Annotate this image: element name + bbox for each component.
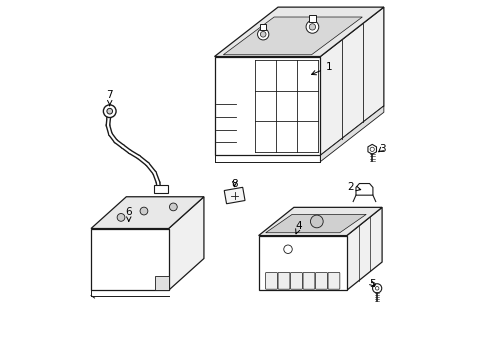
Circle shape <box>310 215 323 228</box>
FancyBboxPatch shape <box>308 15 315 22</box>
Circle shape <box>117 213 124 221</box>
Polygon shape <box>91 197 203 229</box>
FancyBboxPatch shape <box>315 273 326 289</box>
Circle shape <box>369 147 374 152</box>
Polygon shape <box>214 57 320 155</box>
Polygon shape <box>223 17 362 55</box>
Polygon shape <box>367 144 376 154</box>
Polygon shape <box>265 215 366 233</box>
Polygon shape <box>214 7 383 57</box>
Polygon shape <box>154 276 168 290</box>
Circle shape <box>283 245 292 253</box>
Polygon shape <box>224 187 244 204</box>
Circle shape <box>308 24 315 30</box>
Polygon shape <box>355 184 372 195</box>
Circle shape <box>140 207 147 215</box>
FancyBboxPatch shape <box>327 273 339 289</box>
Polygon shape <box>258 235 346 290</box>
Text: 2: 2 <box>346 182 360 192</box>
Circle shape <box>103 105 116 118</box>
FancyBboxPatch shape <box>260 24 265 30</box>
Circle shape <box>169 203 177 211</box>
Polygon shape <box>346 207 381 290</box>
Circle shape <box>257 29 268 40</box>
Polygon shape <box>320 7 383 155</box>
Circle shape <box>372 284 381 293</box>
Text: 6: 6 <box>125 207 132 221</box>
Polygon shape <box>91 229 168 290</box>
Polygon shape <box>258 207 381 235</box>
Circle shape <box>260 31 265 37</box>
Text: 5: 5 <box>368 279 375 289</box>
Polygon shape <box>154 185 167 193</box>
Text: 1: 1 <box>311 62 332 75</box>
Circle shape <box>107 108 112 114</box>
FancyBboxPatch shape <box>265 273 277 289</box>
Text: 7: 7 <box>106 90 113 106</box>
Text: 8: 8 <box>231 179 238 189</box>
FancyBboxPatch shape <box>303 273 314 289</box>
Circle shape <box>305 21 318 33</box>
FancyBboxPatch shape <box>278 273 289 289</box>
Polygon shape <box>320 106 383 162</box>
FancyBboxPatch shape <box>290 273 302 289</box>
Polygon shape <box>168 197 203 290</box>
Text: 3: 3 <box>378 144 385 154</box>
Circle shape <box>375 287 378 290</box>
Text: 4: 4 <box>295 221 302 234</box>
